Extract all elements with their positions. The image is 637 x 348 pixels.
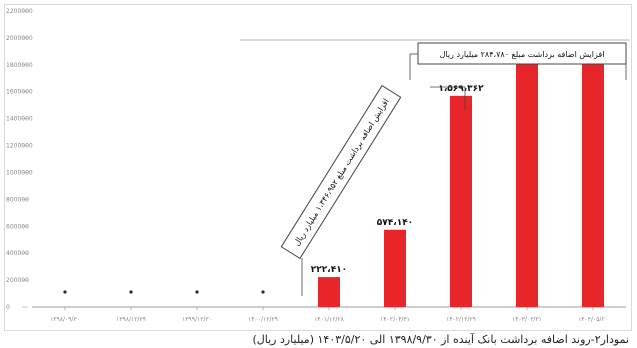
- x-tick-label: ۱۴۰۳/۰۳/۳۱: [512, 316, 542, 323]
- x-tick-label: ۱۴۰۳/۰۵/۲۰: [578, 316, 608, 323]
- annotation-box-1: افزایش اضافه برداشت مبلغ ۱،۳۴۶،۹۵۲ میلیا…: [280, 84, 402, 260]
- y-tick-label: 800000: [6, 196, 29, 203]
- y-tick-label: 1600000: [6, 89, 33, 96]
- data-label: ۵۷۴،۱۴۰: [377, 218, 413, 228]
- y-tick-label: 2000000: [6, 35, 33, 42]
- zero-marker: [129, 290, 133, 294]
- y-tick-label: 400000: [6, 250, 29, 257]
- chart-caption: نمودار۲-روند اضافه برداشت بانک آینده از …: [252, 333, 629, 346]
- x-tick-label: ۱۳۹۸/۰۹/۳۰: [50, 316, 80, 323]
- bar: [318, 277, 340, 307]
- bar: [516, 60, 538, 308]
- annotation-frame-2: [417, 42, 627, 65]
- plot-frame: [4, 4, 632, 331]
- y-tick-label: 0: [6, 304, 10, 311]
- y-tick-label: 1800000: [6, 62, 33, 69]
- annotation-frame-1: [280, 84, 402, 260]
- annotation-box-2: افزایش اضافه برداشت مبلغ ۲۸۴،۷۸۰ میلیارد…: [417, 42, 627, 65]
- zero-marker: [261, 290, 265, 294]
- bar: [450, 95, 472, 307]
- y-tick-label: 1000000: [6, 169, 33, 176]
- y-tick-label: 1200000: [6, 143, 33, 150]
- zero-marker: [195, 290, 199, 294]
- x-tick-label: ۱۳۹۹/۱۲/۳۰: [182, 316, 212, 323]
- x-tick-label: ۱۴۰۲/۰۴/۳۱: [380, 316, 410, 323]
- bar: [384, 229, 406, 307]
- data-label: ۲۲۲،۴۱۰: [311, 265, 347, 275]
- data-label: ۱،۵۶۹،۳۶۲: [438, 84, 484, 94]
- x-tick-label: ۱۳۹۸/۱۲/۲۹: [116, 316, 146, 323]
- bar: [582, 57, 604, 307]
- y-tick-label: 1400000: [6, 116, 33, 123]
- x-tick-label: ۱۴۰۱/۱۲/۲۸: [314, 316, 345, 323]
- y-tick-label: 2200000: [6, 8, 33, 15]
- annotation-text-2: افزایش اضافه برداشت مبلغ ۲۸۴،۷۸۰ میلیارد…: [440, 50, 605, 59]
- zero-marker: [63, 290, 67, 294]
- x-tick-label: ۱۴۰۰/۱۲/۲۹: [248, 316, 278, 323]
- x-tick-label: ۱۴۰۲/۱۲/۲۹: [446, 316, 476, 323]
- y-tick-label: 200000: [6, 277, 29, 284]
- y-tick-label: 600000: [6, 223, 29, 230]
